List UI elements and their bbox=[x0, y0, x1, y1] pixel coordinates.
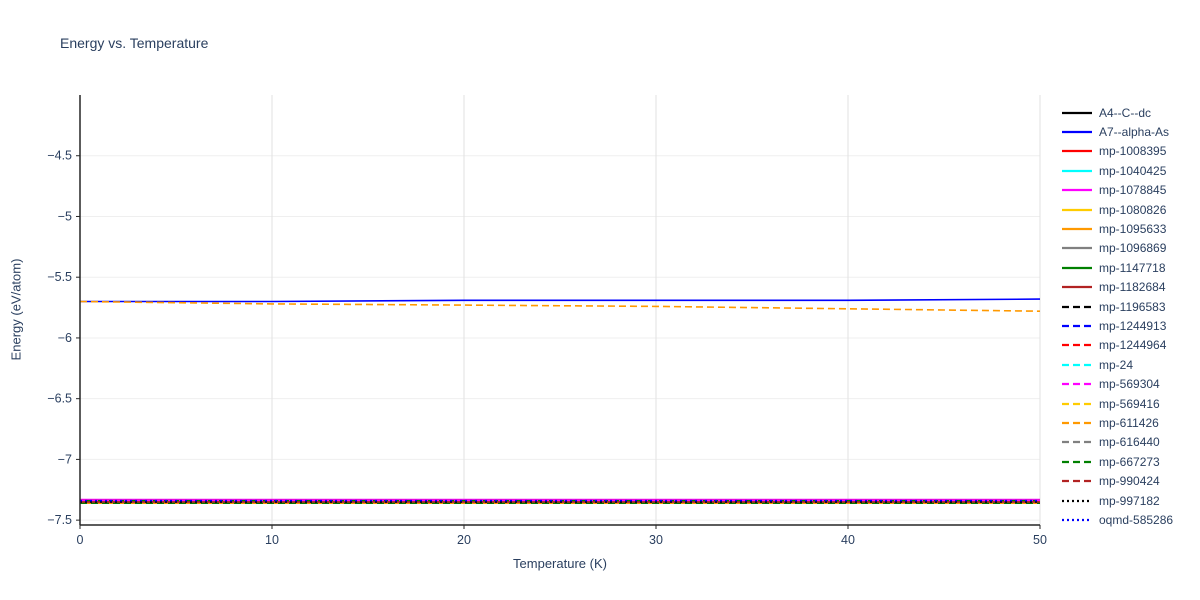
legend-item: mp-1147718 bbox=[1062, 258, 1173, 277]
legend-label: mp-1040425 bbox=[1099, 163, 1167, 178]
legend-line-sample-icon bbox=[1062, 150, 1092, 153]
legend-line-sample-icon bbox=[1062, 247, 1092, 250]
legend-item: mp-569304 bbox=[1062, 374, 1173, 393]
legend-item: mp-1096869 bbox=[1062, 239, 1173, 258]
legend-line-sample-icon bbox=[1062, 402, 1092, 405]
legend-line-sample-icon bbox=[1062, 130, 1092, 134]
legend-label: mp-569304 bbox=[1099, 377, 1160, 392]
legend-line-sample-icon bbox=[1062, 499, 1092, 502]
legend-line-sample-icon bbox=[1062, 227, 1092, 231]
legend-item: mp-569416 bbox=[1062, 394, 1173, 413]
y-tick-label: −4.5 bbox=[47, 149, 72, 163]
legend-item: A4--C--dc bbox=[1062, 103, 1173, 122]
legend-label: mp-616440 bbox=[1099, 435, 1160, 450]
y-tick-label: −5.5 bbox=[47, 270, 72, 284]
legend-label: mp-1182684 bbox=[1099, 280, 1166, 295]
legend-item: A7--alpha-As bbox=[1062, 122, 1173, 141]
legend-label: mp-1196583 bbox=[1099, 299, 1166, 314]
legend-line-sample-icon bbox=[1062, 324, 1092, 328]
legend-line-sample-icon bbox=[1062, 480, 1092, 483]
x-tick-label: 50 bbox=[1033, 533, 1047, 547]
legend-line-sample-icon bbox=[1062, 111, 1092, 114]
legend-label: mp-1096869 bbox=[1099, 241, 1167, 256]
legend-line-sample-icon bbox=[1062, 441, 1092, 444]
y-tick-label: −7 bbox=[58, 452, 72, 466]
series-line-A7--alpha-As bbox=[80, 298, 1041, 303]
legend-line-sample-icon bbox=[1062, 169, 1092, 172]
legend-item: oqmd-585286 bbox=[1062, 510, 1173, 529]
series-line-mp-611426 bbox=[79, 300, 1041, 312]
legend-line-sample-icon bbox=[1062, 421, 1092, 425]
y-tick-label: −7.5 bbox=[47, 513, 72, 527]
legend-line-sample-icon bbox=[1062, 383, 1092, 386]
legend-item: mp-1196583 bbox=[1062, 297, 1173, 316]
x-tick-label: 30 bbox=[649, 533, 663, 547]
x-tick-label: 40 bbox=[841, 533, 855, 547]
legend-label: mp-1095633 bbox=[1099, 222, 1167, 237]
legend-line-sample-icon bbox=[1062, 266, 1092, 269]
legend-item: mp-1008395 bbox=[1062, 142, 1173, 161]
legend-label: mp-1080826 bbox=[1099, 202, 1167, 217]
legend-line-sample-icon bbox=[1062, 363, 1092, 366]
legend-label: mp-997182 bbox=[1099, 493, 1160, 508]
x-axis-label: Temperature (K) bbox=[513, 556, 607, 571]
legend-label: mp-1244913 bbox=[1099, 318, 1167, 333]
legend-label: mp-1147718 bbox=[1099, 260, 1166, 275]
legend-item: mp-1040425 bbox=[1062, 161, 1173, 180]
legend-label: mp-611426 bbox=[1099, 415, 1159, 430]
legend-item: mp-611426 bbox=[1062, 413, 1173, 432]
legend-item: mp-1078845 bbox=[1062, 181, 1173, 200]
legend-item: mp-997182 bbox=[1062, 491, 1173, 510]
legend-label: oqmd-585286 bbox=[1099, 512, 1174, 527]
legend-label: mp-990424 bbox=[1099, 474, 1160, 489]
legend-line-sample-icon bbox=[1062, 305, 1092, 308]
legend-item: mp-990424 bbox=[1062, 471, 1173, 490]
y-tick-label: −6 bbox=[58, 331, 72, 345]
legend-line-sample-icon bbox=[1062, 344, 1092, 347]
x-tick-label: 20 bbox=[457, 533, 471, 547]
x-tick-label: 10 bbox=[265, 533, 279, 547]
legend-label: mp-667273 bbox=[1099, 454, 1160, 469]
legend-line-sample-icon bbox=[1062, 189, 1092, 192]
legend-item: mp-1182684 bbox=[1062, 278, 1173, 297]
legend: A4--C--dc A7--alpha-As mp-1008395 mp-104042… bbox=[1062, 103, 1173, 530]
x-tick-label: 0 bbox=[77, 533, 84, 547]
legend-item: mp-24 bbox=[1062, 355, 1173, 374]
legend-item: mp-1080826 bbox=[1062, 200, 1173, 219]
legend-line-sample-icon bbox=[1062, 518, 1092, 521]
legend-label: mp-1008395 bbox=[1099, 144, 1167, 159]
legend-line-sample-icon bbox=[1062, 208, 1092, 211]
legend-item: mp-616440 bbox=[1062, 433, 1173, 452]
legend-item: mp-1244913 bbox=[1062, 316, 1173, 335]
legend-line-sample-icon bbox=[1062, 460, 1092, 463]
legend-label: mp-1078845 bbox=[1099, 183, 1167, 198]
legend-label: mp-24 bbox=[1099, 357, 1134, 372]
chart-title: Energy vs. Temperature bbox=[60, 35, 209, 51]
legend-item: mp-1244964 bbox=[1062, 336, 1173, 355]
y-axis-label: Energy (eV/atom) bbox=[8, 258, 24, 361]
legend-label: A4--C--dc bbox=[1099, 105, 1152, 120]
y-tick-label: −6.5 bbox=[47, 392, 72, 406]
legend-item: mp-1095633 bbox=[1062, 219, 1173, 238]
legend-label: A7--alpha-As bbox=[1099, 125, 1170, 140]
legend-label: mp-1244964 bbox=[1099, 338, 1167, 353]
legend-item: mp-667273 bbox=[1062, 452, 1173, 471]
legend-line-sample-icon bbox=[1062, 286, 1092, 289]
legend-label: mp-569416 bbox=[1099, 396, 1160, 411]
y-tick-label: −5 bbox=[58, 209, 72, 223]
